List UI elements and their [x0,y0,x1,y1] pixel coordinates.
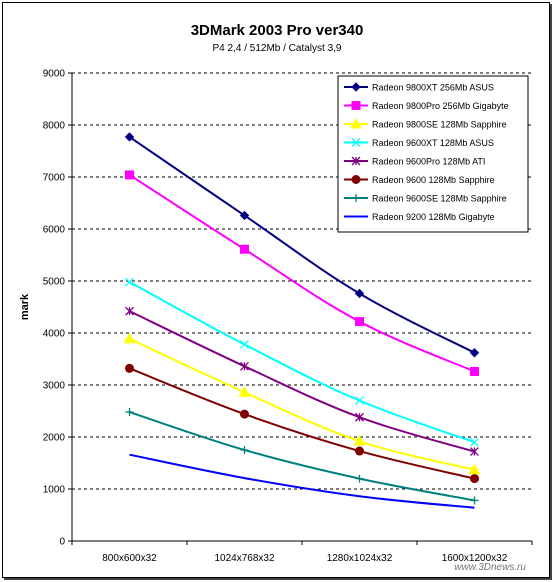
x-tick-label: 1024x768x32 [214,553,274,564]
y-tick-label: 5000 [43,277,66,288]
data-point [355,474,364,483]
data-point [124,132,135,142]
y-axis-label: mark [19,293,31,320]
data-point [469,348,480,358]
y-tick-label: 8000 [43,121,66,132]
y-tick-label: 0 [59,537,65,548]
legend-label: Radeon 9200 128Mb Gigabyte [372,212,495,222]
y-tick-label: 6000 [43,225,66,236]
y-tick-label: 4000 [43,329,66,340]
series-line [129,281,475,444]
y-tick-label: 2000 [43,433,66,444]
legend-marker [351,138,361,147]
data-point [240,361,249,371]
data-point [470,474,479,484]
data-point [239,210,250,221]
data-point [125,277,134,287]
data-point [240,409,249,419]
legend-label: Radeon 9800Pro 256Mb Gigabyte [372,101,509,111]
data-point [123,332,136,344]
legend-label: Radeon 9600Pro 128Mb ATI [372,157,485,167]
watermark: www.3Dnews.ru [454,562,526,573]
data-point [125,170,134,180]
data-point [238,386,251,397]
legend-label: Radeon 9600XT 128Mb ASUS [372,138,494,148]
legend-label: Radeon 9600 128Mb Sapphire [372,175,495,185]
data-point [240,339,249,349]
legend-label: Radeon 9600SE 128Mb Sapphire [372,194,507,204]
y-tick-label: 7000 [43,173,66,184]
data-point [355,412,364,422]
data-point [470,496,479,505]
series-line [128,174,475,373]
data-point [353,435,366,446]
series-line [129,337,475,471]
legend-box [337,75,529,233]
chart-title: 3DMark 2003 Pro ver340 [190,22,364,39]
chart-subtitle: P4 2,4 / 512Mb / Catalyst 3,9 [212,43,342,54]
data-point [355,317,364,327]
data-point [125,363,134,373]
data-point [468,463,481,475]
data-point [470,366,479,376]
legend-label: Radeon 9800SE 128Mb Sapphire [372,120,507,130]
legend-marker [352,194,360,202]
data-point [240,244,249,254]
series-line [129,453,475,509]
data-point [240,446,249,454]
data-point [355,446,364,456]
y-tick-label: 9000 [43,69,66,80]
data-point [125,408,134,417]
series-line [129,411,475,502]
data-point [470,437,479,447]
legend-marker [350,117,362,129]
legend-label: Radeon 9800XT 256Mb ASUS [372,83,494,93]
series-line [129,310,475,453]
legend-marker [351,175,361,184]
data-point [355,396,364,406]
y-tick-label: 3000 [43,381,66,392]
legend-marker [351,156,361,166]
series-line [128,136,475,354]
x-tick-label: 1280x1024x32 [327,553,393,564]
x-tick-label: 800x600x32 [102,553,157,564]
data-point [470,447,479,457]
legend-marker [351,82,361,92]
data-point [125,306,134,316]
x-tick-label: 1600x1200x32 [442,553,508,564]
series-line [129,367,475,480]
legend-marker [351,101,361,110]
data-point [354,288,365,299]
y-tick-label: 1000 [43,485,66,496]
